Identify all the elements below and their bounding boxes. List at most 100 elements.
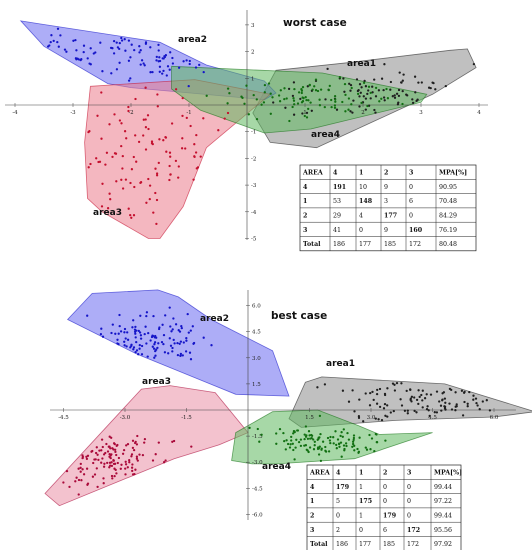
area2-point: [49, 40, 52, 44]
area3-point: [181, 137, 184, 140]
area4-point: [317, 453, 321, 456]
area2-point: [145, 311, 149, 314]
area1-point: [417, 389, 420, 392]
area2-point: [118, 47, 121, 51]
area1-point: [389, 88, 392, 91]
table-cell: 84.29: [439, 213, 457, 220]
area1-point: [324, 98, 327, 101]
table-cell: 70.48: [439, 198, 457, 205]
x-tick-label: -4: [12, 110, 18, 116]
area4-point: [328, 439, 332, 442]
area2-point: [164, 54, 168, 57]
area2-point: [99, 41, 102, 44]
area4-point: [288, 446, 292, 449]
area1-point: [417, 81, 420, 84]
area3-point: [142, 134, 145, 137]
y-tick-label: -5: [251, 237, 257, 243]
area2-point: [86, 314, 89, 317]
area2-point: [202, 70, 205, 74]
area3-point: [87, 166, 90, 169]
area4-point: [293, 103, 296, 106]
area4-point: [346, 431, 349, 435]
area3-point: [135, 160, 138, 163]
area4-point: [380, 97, 383, 100]
area1-point: [400, 382, 403, 385]
table-cell: 0: [407, 484, 411, 491]
area3-point: [100, 91, 103, 94]
area1-point: [375, 402, 379, 405]
area3-point: [155, 174, 159, 177]
area1-label: area1: [326, 359, 355, 369]
area1-point: [359, 91, 362, 94]
area1-point: [421, 406, 424, 409]
area1-point: [472, 398, 475, 401]
table-cell: 0: [409, 184, 413, 191]
area3-points: [87, 86, 230, 226]
area2-point: [202, 336, 205, 339]
area3-point: [185, 116, 188, 120]
area4-point: [317, 437, 320, 440]
area2-point: [162, 333, 166, 337]
area1-point: [425, 393, 428, 396]
area2-point: [118, 313, 121, 317]
area1-point: [377, 418, 380, 421]
area3-point: [115, 472, 118, 475]
table-header-cell: MPA[%]: [434, 470, 462, 477]
area2-point: [184, 350, 188, 353]
table-cell: 5: [336, 498, 340, 505]
area3-point: [144, 148, 148, 151]
table-cell: 4: [359, 213, 363, 220]
area3-point: [114, 152, 118, 155]
area4-point: [313, 85, 316, 88]
area4-point: [375, 441, 379, 444]
area2-point: [123, 340, 126, 343]
area4-point: [291, 105, 294, 109]
area2-point: [177, 66, 181, 69]
area3-point: [194, 151, 198, 154]
area2-point: [194, 66, 198, 69]
area2-point: [138, 45, 141, 48]
y-tick-label: -3.0: [252, 460, 263, 466]
table-header-cell: 4: [333, 170, 338, 177]
area3-point: [130, 216, 133, 219]
area3-point: [95, 446, 98, 449]
area2-point: [179, 354, 182, 357]
area4-point: [305, 98, 308, 102]
area2-point: [110, 72, 113, 75]
area4-point: [283, 439, 286, 443]
area3-point: [174, 159, 178, 163]
area3-point: [124, 473, 127, 476]
area2-point: [172, 338, 175, 342]
area1-point: [460, 389, 464, 392]
area1-point: [348, 82, 351, 85]
area1-point: [380, 418, 384, 422]
area1-point: [413, 396, 416, 399]
area4-point: [319, 88, 323, 91]
area2-point: [57, 45, 60, 48]
area4-point: [303, 437, 306, 441]
area2-point: [171, 328, 174, 331]
area1-point: [401, 89, 404, 93]
area4-point: [297, 440, 301, 444]
area1-point: [423, 397, 427, 400]
area4-label: area4: [311, 130, 340, 140]
area4-point: [311, 88, 314, 91]
area2-label: area2: [200, 314, 229, 324]
area1-label: area1: [347, 59, 376, 69]
area2-point: [198, 63, 201, 67]
area3-point: [79, 470, 82, 473]
area1-point: [434, 88, 437, 91]
area1-point: [386, 404, 389, 407]
area2-point: [180, 326, 183, 330]
area2-point: [92, 52, 95, 55]
table-cell: Total: [303, 241, 321, 248]
area2-point: [99, 333, 103, 336]
area4-point: [345, 444, 348, 448]
area3-point: [112, 442, 116, 445]
area2-point: [161, 72, 164, 75]
area2-point: [48, 44, 51, 47]
area3-point: [105, 151, 109, 154]
area3-point: [138, 453, 141, 456]
area2-point: [150, 335, 154, 339]
